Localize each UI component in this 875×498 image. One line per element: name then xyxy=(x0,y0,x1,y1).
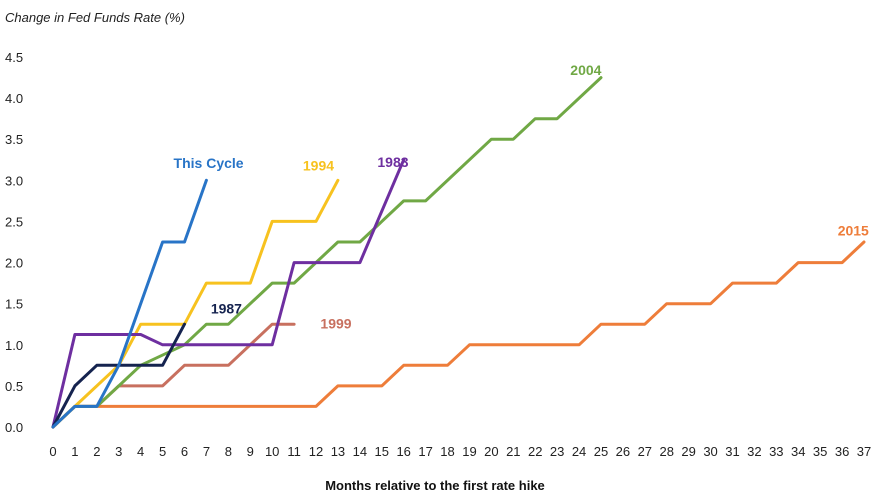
y-tick-label: 1.0 xyxy=(5,338,23,353)
series-line-1983 xyxy=(51,158,406,429)
series-line-2004 xyxy=(51,76,603,429)
series-line-1999 xyxy=(51,322,296,429)
x-tick-label: 8 xyxy=(225,444,232,459)
series-line-1987 xyxy=(51,322,186,429)
y-tick-label: 4.5 xyxy=(5,50,23,65)
series-lines xyxy=(51,76,866,429)
y-tick-label: 1.5 xyxy=(5,297,23,312)
x-tick-label: 32 xyxy=(747,444,761,459)
y-tick-label: 0.0 xyxy=(5,420,23,435)
y-tick-label: 2.5 xyxy=(5,214,23,229)
x-tick-label: 18 xyxy=(440,444,454,459)
x-tick-label: 17 xyxy=(418,444,432,459)
x-tick-label: 34 xyxy=(791,444,805,459)
series-line-1994 xyxy=(51,178,340,429)
x-tick-label: 22 xyxy=(528,444,542,459)
x-tick-label: 33 xyxy=(769,444,783,459)
x-tick-label: 3 xyxy=(115,444,122,459)
series-line-2015 xyxy=(51,240,866,429)
x-tick-label: 16 xyxy=(396,444,410,459)
x-tick-label: 2 xyxy=(93,444,100,459)
x-tick-label: 23 xyxy=(550,444,564,459)
series-label-1987: 1987 xyxy=(211,301,242,317)
y-tick-label: 3.5 xyxy=(5,132,23,147)
x-tick-label: 4 xyxy=(137,444,144,459)
series-label-2004: 2004 xyxy=(570,62,601,78)
x-tick-label: 1 xyxy=(71,444,78,459)
y-tick-labels: 0.0 0.5 1.0 1.5 2.0 2.5 3.0 3.5 4.0 4.5 xyxy=(5,50,23,435)
x-tick-label: 37 xyxy=(857,444,871,459)
y-tick-label: 3.0 xyxy=(5,173,23,188)
x-tick-label: 27 xyxy=(638,444,652,459)
x-tick-label: 5 xyxy=(159,444,166,459)
x-tick-label: 13 xyxy=(331,444,345,459)
x-tick-label: 28 xyxy=(659,444,673,459)
x-tick-label: 7 xyxy=(203,444,210,459)
x-tick-label: 31 xyxy=(725,444,739,459)
series-label-1983: 1983 xyxy=(377,154,408,170)
x-tick-label: 21 xyxy=(506,444,520,459)
x-tick-label: 29 xyxy=(681,444,695,459)
x-tick-label: 19 xyxy=(462,444,476,459)
x-tick-label: 24 xyxy=(572,444,586,459)
x-tick-label: 0 xyxy=(49,444,56,459)
x-tick-label: 15 xyxy=(375,444,389,459)
y-tick-label: 2.0 xyxy=(5,256,23,271)
x-tick-label: 25 xyxy=(594,444,608,459)
x-tick-label: 20 xyxy=(484,444,498,459)
x-axis-label: Months relative to the first rate hike xyxy=(325,478,545,493)
y-tick-label: 0.5 xyxy=(5,379,23,394)
x-tick-label: 10 xyxy=(265,444,279,459)
series-label-1999: 1999 xyxy=(320,315,351,331)
series-label-2015: 2015 xyxy=(838,222,869,238)
series-line-this-cycle xyxy=(51,178,208,429)
x-tick-label: 12 xyxy=(309,444,323,459)
x-tick-label: 35 xyxy=(813,444,827,459)
y-axis-label: Change in Fed Funds Rate (%) xyxy=(5,10,185,25)
x-tick-label: 9 xyxy=(247,444,254,459)
x-tick-label: 11 xyxy=(287,444,301,459)
x-tick-label: 26 xyxy=(616,444,630,459)
x-tick-label: 6 xyxy=(181,444,188,459)
y-tick-label: 4.0 xyxy=(5,91,23,106)
x-tick-label: 14 xyxy=(353,444,367,459)
series-label-1994: 1994 xyxy=(303,157,334,173)
series-labels: This Cycle 1994 1983 1987 1999 2004 2015 xyxy=(174,62,870,331)
x-tick-label: 30 xyxy=(703,444,717,459)
x-tick-label: 36 xyxy=(835,444,849,459)
x-tick-labels: 0 1 2 3 4 5 6 7 8 9 10 11 12 13 14 15 16 17 18 19 20 21 22 23 24… xyxy=(49,444,871,459)
series-label-this-cycle: This Cycle xyxy=(174,155,244,171)
